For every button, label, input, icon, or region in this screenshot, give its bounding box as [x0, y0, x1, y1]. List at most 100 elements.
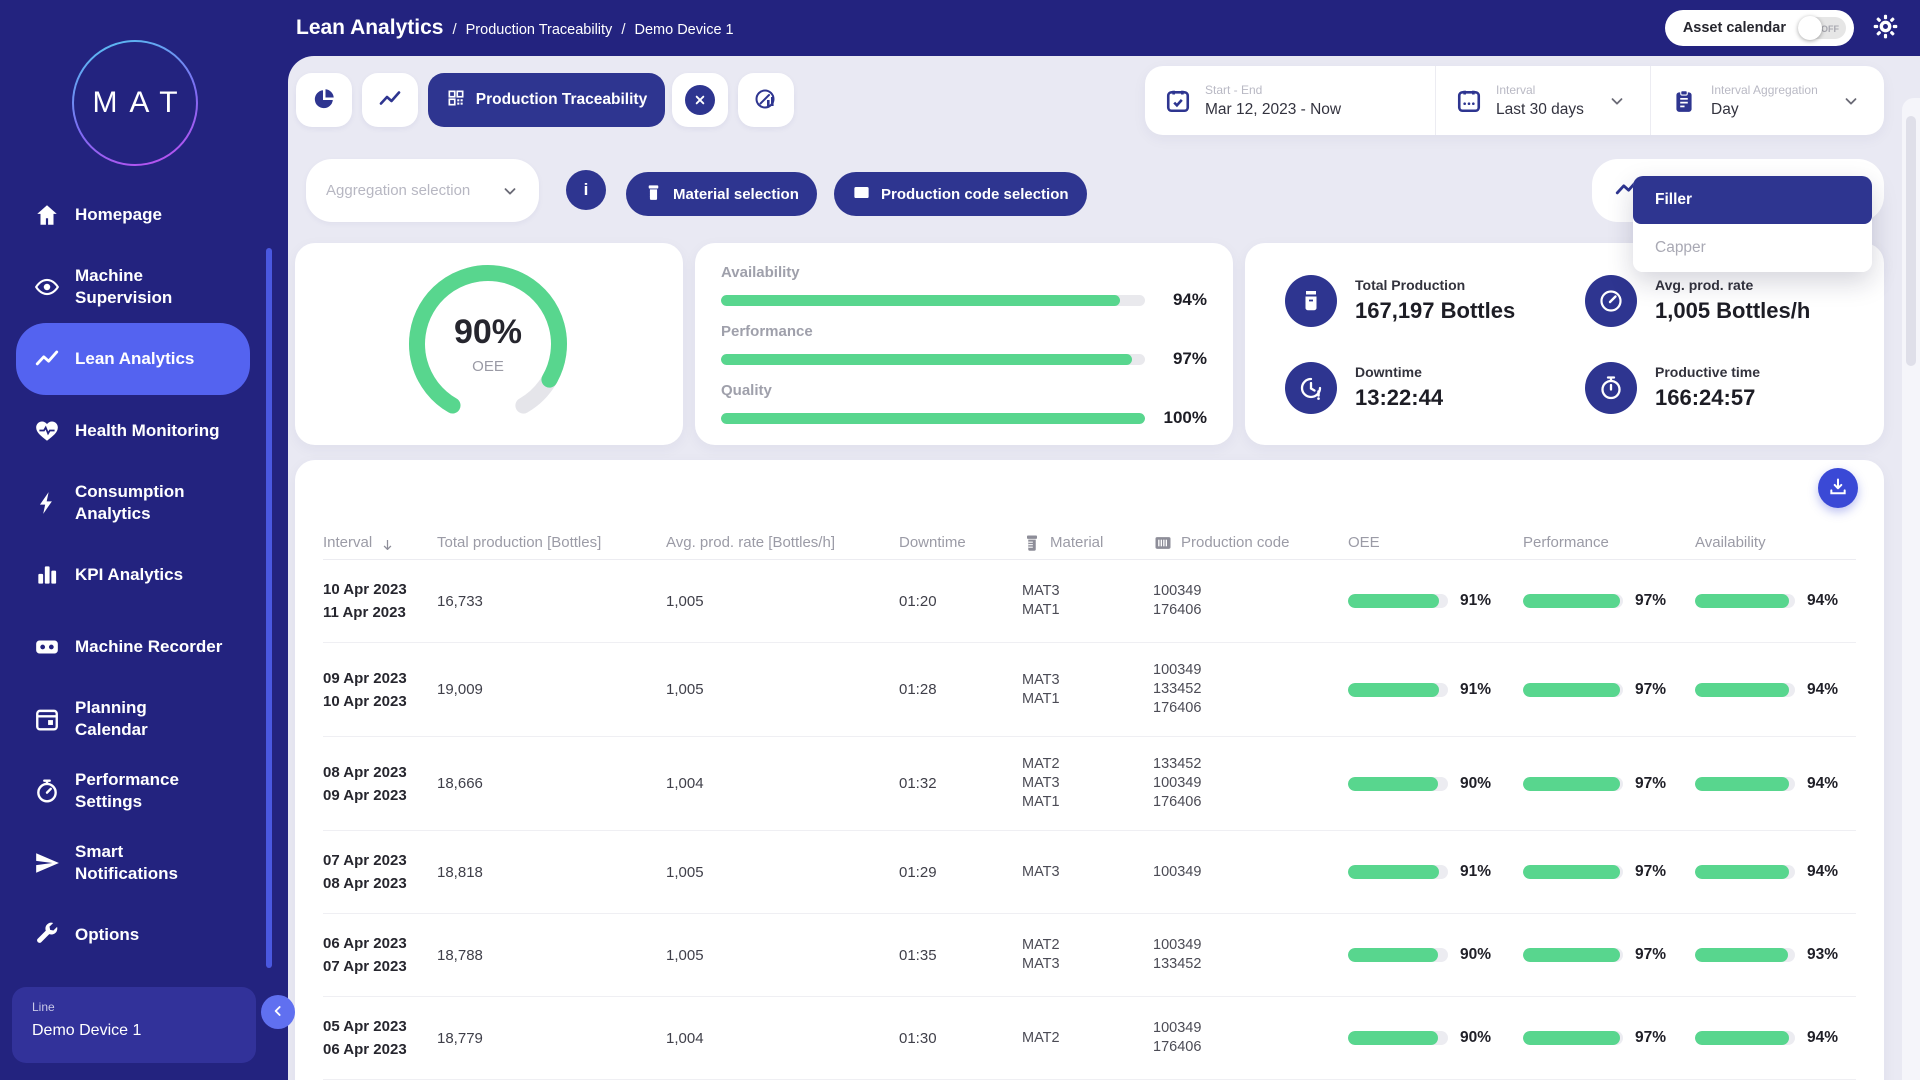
cell-performance: 97%	[1523, 681, 1695, 699]
asset-calendar-switch[interactable]: OFF	[1798, 16, 1846, 40]
download-button[interactable]	[1818, 468, 1858, 508]
kpi-bar-performance: Performance 97%	[721, 323, 1207, 369]
sidebar-scrollbar[interactable]	[266, 248, 272, 968]
sidebar-item-label: Machine Supervision	[75, 266, 173, 307]
cell-materials: MAT3 MAT1	[1022, 583, 1060, 618]
percent-bar-track	[1523, 1031, 1623, 1045]
sidebar-item-machine-recorder[interactable]: Machine Recorder	[16, 611, 250, 683]
report-view-button[interactable]	[738, 73, 794, 127]
cell-oee: 91%	[1348, 863, 1523, 881]
percent-value: 97%	[1635, 1029, 1667, 1046]
sidebar-item-lean-analytics[interactable]: Lean Analytics	[16, 323, 250, 395]
sidebar-collapse-button[interactable]	[261, 995, 295, 1029]
percent-bar-track	[1523, 776, 1623, 791]
dropdown-option-filler[interactable]: Filler	[1633, 176, 1872, 224]
table-row[interactable]: 09 Apr 2023 10 Apr 2023 19,009 1,005 01:28 MA…	[323, 643, 1856, 737]
material-selection-label: Material selection	[673, 185, 799, 203]
report-gauge-icon	[754, 87, 778, 114]
sidebar-item-homepage[interactable]: Homepage	[16, 179, 250, 251]
asset-calendar-toggle[interactable]: Asset calendar OFF	[1664, 10, 1854, 46]
production-code-selection-button[interactable]: Production code selection	[834, 172, 1087, 216]
page-scrollbar-thumb[interactable]	[1906, 116, 1916, 366]
oee-label: OEE	[472, 358, 504, 375]
date-range-label: Start - End	[1205, 82, 1263, 97]
breadcrumb-item-demo-device-1[interactable]: Demo Device 1	[634, 22, 734, 38]
percent-bar-fill	[1348, 776, 1438, 791]
column-header-material[interactable]: Material	[1022, 533, 1153, 553]
oee-gauge: 90% OEE	[402, 258, 574, 430]
column-header-production-code[interactable]: Production code	[1153, 533, 1348, 553]
cell-materials: MAT3	[1022, 863, 1060, 880]
sidebar-item-label: Lean Analytics	[75, 349, 195, 368]
page-scrollbar[interactable]	[1902, 98, 1920, 1080]
pie-chart-view-button[interactable]	[296, 73, 352, 127]
percent-bar-fill	[1695, 682, 1789, 697]
kpi-bars-card: Availability 94% Performance 97% Quality 100%	[695, 243, 1233, 445]
breadcrumb-item-production-traceability[interactable]: Production Traceability	[465, 22, 613, 38]
column-header-downtime[interactable]: Downtime	[899, 534, 1022, 551]
percent-bar-fill	[1695, 1031, 1789, 1045]
table-row[interactable]: 10 Apr 2023 11 Apr 2023 16,733 1,005 01:20 MA…	[323, 560, 1856, 643]
sort-desc-icon[interactable]	[380, 535, 395, 550]
sidebar-item-kpi-analytics[interactable]: KPI Analytics	[16, 539, 250, 611]
device-name: Demo Device 1	[32, 1022, 142, 1039]
percent-bar-track	[1695, 865, 1795, 879]
interval-select[interactable]: Interval Last 30 days	[1435, 66, 1650, 135]
percent-bar-track	[1523, 948, 1623, 962]
column-header-total-production-bottles-[interactable]: Total production [Bottles]	[437, 534, 666, 551]
tab-production-traceability[interactable]: Production Traceability	[428, 73, 665, 127]
sidebar-item-planning-calendar[interactable]: Planning Calendar	[16, 683, 250, 755]
trend-view-button[interactable]	[362, 73, 418, 127]
column-header-availability[interactable]: Availability	[1695, 534, 1856, 551]
dropdown-option-capper[interactable]: Capper	[1633, 224, 1872, 272]
date-range-picker[interactable]: Start - End Mar 12, 2023 - Now	[1145, 66, 1435, 135]
percent-bar-track	[1523, 865, 1623, 879]
cell-avg-prod-rate: 1,004	[666, 1029, 704, 1047]
percent-bar-track	[1523, 682, 1623, 697]
topbar-right: Asset calendar OFF	[1664, 10, 1920, 46]
main-content: Production Traceability Start - End Mar …	[288, 56, 1920, 1080]
percent-bar-track	[1695, 682, 1795, 697]
column-header-avg-prod-rate-bottles-h-[interactable]: Avg. prod. rate [Bottles/h]	[666, 534, 899, 551]
material-selection-button[interactable]: Material selection	[626, 172, 817, 216]
sidebar-item-options[interactable]: Options	[16, 899, 250, 971]
column-label: OEE	[1348, 534, 1380, 551]
stat-label: Total Production	[1355, 277, 1466, 293]
sidebar-item-smart-notifications[interactable]: Smart Notifications	[16, 827, 250, 899]
table-row[interactable]: 07 Apr 2023 08 Apr 2023 18,818 1,005 01:29 MA…	[323, 831, 1856, 914]
aggregation-selection-dropdown[interactable]: Aggregation selection	[306, 159, 539, 222]
cell-availability: 94%	[1695, 1029, 1856, 1047]
table-row[interactable]: 05 Apr 2023 06 Apr 2023 18,779 1,004 01:30 MA…	[323, 997, 1856, 1080]
column-header-performance[interactable]: Performance	[1523, 534, 1695, 551]
percent-bar-track	[1348, 865, 1448, 879]
oee-value: 90%	[453, 313, 523, 351]
sidebar-item-machine-supervision[interactable]: Machine Supervision	[16, 251, 250, 323]
grid-qr-icon	[446, 88, 466, 113]
sidebar-item-consumption-analytics[interactable]: Consumption Analytics	[16, 467, 250, 539]
interval-aggregation-select[interactable]: Interval Aggregation Day	[1650, 66, 1884, 135]
stat-value: 1,005 Bottles/h	[1655, 298, 1811, 323]
percent-value: 93%	[1807, 946, 1839, 963]
cell-performance: 97%	[1523, 946, 1695, 964]
pie-chart-icon	[312, 87, 336, 114]
column-label: Production code	[1181, 534, 1290, 551]
table-row[interactable]: 06 Apr 2023 07 Apr 2023 18,788 1,005 01:35 MA…	[323, 914, 1856, 997]
settings-button[interactable]	[1870, 13, 1900, 43]
sidebar-item-performance-settings[interactable]: Performance Settings	[16, 755, 250, 827]
production-table-card: Interval Total production [Bottles] Avg. p…	[295, 460, 1884, 1080]
cell-interval: 09 Apr 2023 10 Apr 2023	[323, 669, 407, 710]
gear-icon	[1872, 14, 1899, 43]
sidebar-item-health-monitoring[interactable]: Health Monitoring	[16, 395, 250, 467]
cell-availability: 94%	[1695, 775, 1856, 793]
close-view-button[interactable]	[672, 73, 728, 127]
cell-availability: 94%	[1695, 681, 1856, 699]
table-row[interactable]: 08 Apr 2023 09 Apr 2023 18,666 1,004 01:32 MA…	[323, 737, 1856, 831]
stopwatch-icon	[34, 778, 60, 804]
column-header-interval[interactable]: Interval	[323, 534, 437, 551]
column-label: Total production [Bottles]	[437, 534, 602, 551]
eye-icon	[34, 274, 60, 300]
cell-availability: 94%	[1695, 592, 1856, 610]
calendar-icon	[34, 706, 60, 732]
column-header-oee[interactable]: OEE	[1348, 534, 1523, 551]
info-button[interactable]: i	[566, 170, 606, 210]
